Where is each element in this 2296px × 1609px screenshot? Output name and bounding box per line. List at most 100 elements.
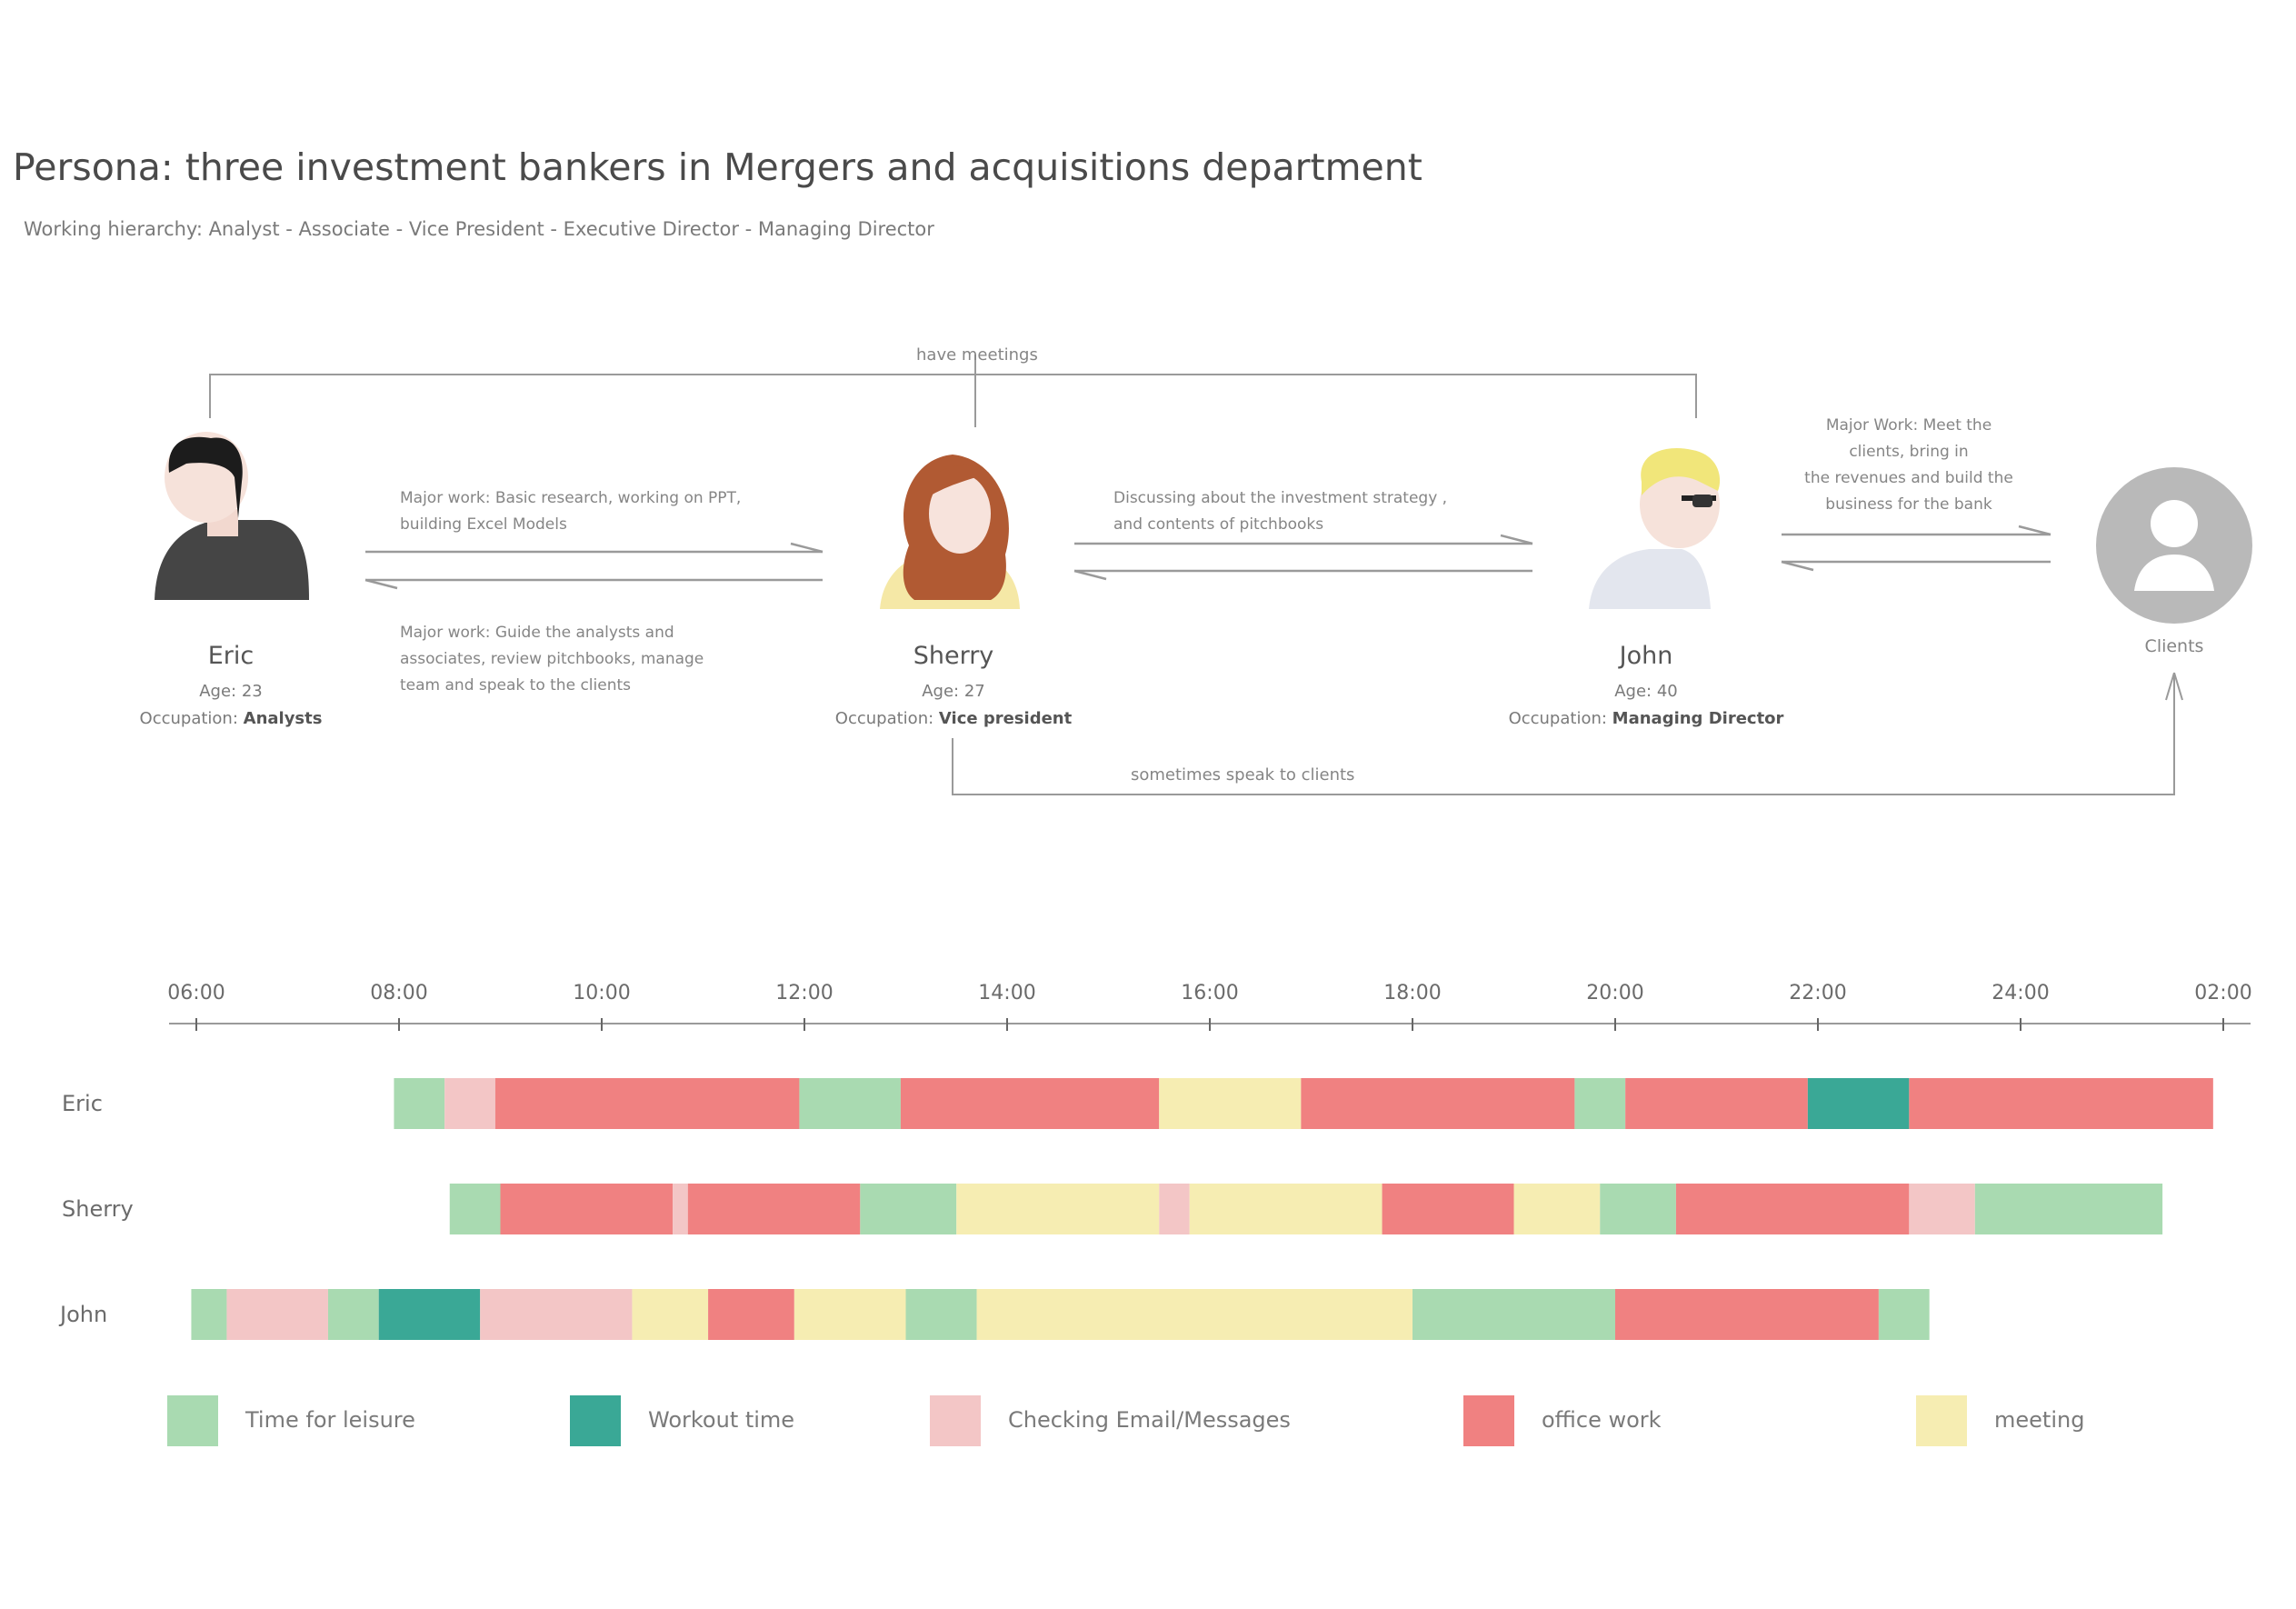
persona-name: Eric [207, 642, 255, 670]
persona-name: Sherry [913, 642, 994, 670]
activity-segment-office [1625, 1078, 1808, 1129]
activity-segment-email [480, 1289, 633, 1340]
note-line: team and speak to the clients [400, 676, 631, 695]
time-tick-label: 10:00 [573, 982, 631, 1004]
legend-label-leisure: Time for leisure [245, 1407, 415, 1433]
speak-to-clients-connector [952, 673, 2175, 795]
timeline-row-label: Sherry [62, 1196, 134, 1222]
activity-segment-leisure [1878, 1289, 1930, 1340]
note-sherry-john: Discussing about the investment strategy… [1113, 485, 1447, 538]
note-line: the revenues and build the [1804, 469, 2013, 487]
have-meetings-label: have meetings [916, 345, 1038, 365]
note-line: Discussing about the investment strategy… [1113, 489, 1448, 507]
activity-segment-meeting [1513, 1184, 1601, 1234]
activity-segment-office [1909, 1078, 2213, 1129]
note-eric-to-sherry: Major work: Basic research, working on P… [400, 485, 741, 538]
note-line: associates, review pitchbooks, manage [400, 650, 704, 668]
activity-segment-meeting [1189, 1184, 1383, 1234]
time-tick-label: 20:00 [1586, 982, 1644, 1004]
time-tick-label: 12:00 [775, 982, 834, 1004]
time-tick-label: 02:00 [2194, 982, 2252, 1004]
note-line: Major Work: Meet the [1825, 416, 1992, 435]
time-tick-label: 24:00 [1992, 982, 2050, 1004]
note-line: Major work: Guide the analysts and [400, 624, 674, 642]
persona-occupation: Occupation: Vice president [834, 709, 1073, 728]
john-avatar [1589, 448, 1721, 609]
activity-segment-email [1909, 1184, 1975, 1234]
activity-segment-leisure [905, 1289, 977, 1340]
arrowhead [1781, 560, 1814, 572]
persona-age: Age: 27 [922, 682, 985, 701]
arrowhead [1073, 569, 1107, 581]
legend-label-email: Checking Email/Messages [1008, 1407, 1291, 1433]
legend-label-workout: Workout time [648, 1407, 795, 1433]
activity-segment-office [494, 1078, 800, 1129]
activity-segment-leisure [1413, 1289, 1615, 1340]
persona-occupation: Occupation: Analysts [139, 709, 323, 728]
legend-swatch-leisure [167, 1395, 218, 1446]
activity-segment-leisure [394, 1078, 445, 1129]
activity-segment-meeting [1159, 1078, 1302, 1129]
note-line: Major work: Basic research, working on P… [400, 489, 742, 507]
time-tick-label: 18:00 [1383, 982, 1442, 1004]
sometimes-speak-label: sometimes speak to clients [1131, 765, 1355, 785]
arrowhead [2165, 672, 2175, 701]
persona-eric-meta: Age: 23 Occupation: Analysts [31, 678, 431, 733]
legend-label-office: office work [1542, 1407, 1662, 1433]
activity-segment-leisure [191, 1289, 227, 1340]
activity-segment-workout [378, 1289, 481, 1340]
activity-segment-leisure [1600, 1184, 1676, 1234]
activity-segment-office [708, 1289, 794, 1340]
time-tick-label: 14:00 [978, 982, 1036, 1004]
activity-segment-leisure [860, 1184, 957, 1234]
activity-segment-office [1301, 1078, 1575, 1129]
eric-avatar [155, 432, 309, 600]
legend-swatch-workout [570, 1395, 621, 1446]
legend-swatch-email [930, 1395, 981, 1446]
persona-occupation: Occupation: Managing Director [1508, 709, 1784, 728]
activity-segment-meeting [794, 1289, 906, 1340]
note-sherry-to-eric: Major work: Guide the analysts and assoc… [400, 620, 704, 699]
persona-name: John [1619, 642, 1673, 670]
have-meetings-connector [209, 374, 1697, 418]
activity-segment-email [444, 1078, 495, 1129]
persona-john: John [1482, 642, 1810, 670]
activity-segment-email [226, 1289, 328, 1340]
note-line: building Excel Models [400, 515, 567, 534]
arrowhead [2173, 672, 2183, 701]
page-subtitle: Working hierarchy: Analyst - Associate -… [24, 218, 934, 240]
persona-sherry: Sherry [790, 642, 1117, 670]
note-john-clients: Major Work: Meet the clients, bring in t… [1772, 413, 2045, 518]
legend-swatch-meeting [1916, 1395, 1967, 1446]
sherry-avatar [880, 455, 1020, 609]
legend-label-meeting: meeting [1994, 1407, 2085, 1433]
activity-segment-office [1382, 1184, 1514, 1234]
arrowhead [2018, 525, 2051, 536]
arrowhead [364, 578, 398, 590]
timeline-row-label: Eric [62, 1091, 103, 1116]
activity-segment-office [687, 1184, 861, 1234]
activity-segment-leisure [1574, 1078, 1626, 1129]
activity-segment-meeting [976, 1289, 1413, 1340]
time-tick-label: 06:00 [167, 982, 225, 1004]
activity-segment-office [1675, 1184, 1910, 1234]
activity-segment-meeting [956, 1184, 1160, 1234]
persona-john-meta: Age: 40 Occupation: Managing Director [1446, 678, 1846, 733]
clients-avatar [2096, 467, 2252, 624]
persona-eric: Eric [67, 642, 394, 670]
activity-segment-workout [1807, 1078, 1910, 1129]
arrowhead [1500, 534, 1533, 545]
arrowhead [790, 542, 824, 554]
timeline-row-label: John [60, 1302, 108, 1327]
time-tick-label: 22:00 [1789, 982, 1847, 1004]
activity-segment-meeting [632, 1289, 709, 1340]
activity-segment-office [1615, 1289, 1879, 1340]
activity-segment-leisure [799, 1078, 901, 1129]
time-tick-label: 16:00 [1181, 982, 1239, 1004]
persona-age: Age: 40 [1614, 682, 1678, 701]
persona-age: Age: 23 [199, 682, 263, 701]
activity-segment-leisure [1974, 1184, 2163, 1234]
activity-segment-leisure [449, 1184, 501, 1234]
activity-segment-office [500, 1184, 674, 1234]
